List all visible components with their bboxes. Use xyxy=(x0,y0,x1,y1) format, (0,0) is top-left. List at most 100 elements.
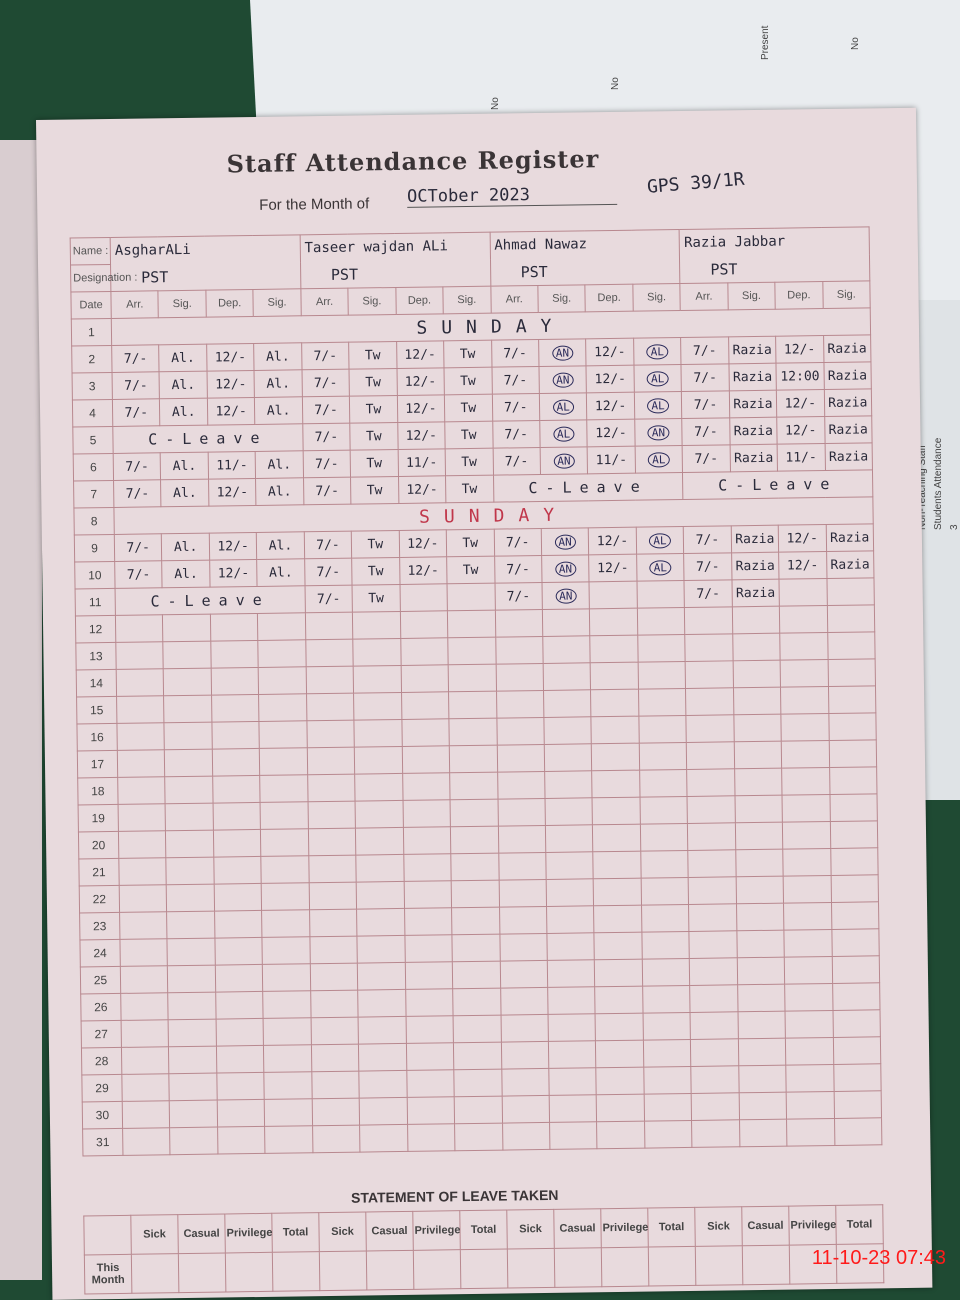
attendance-cell xyxy=(638,715,687,744)
attendance-cell xyxy=(780,659,829,688)
attendance-cell xyxy=(827,631,876,660)
statement-header-sick: Sick xyxy=(694,1206,743,1247)
attendance-cell xyxy=(358,1070,407,1099)
attendance-cell: C-Leave xyxy=(115,585,306,616)
attendance-cell: 7/- xyxy=(301,369,350,397)
attendance-cell xyxy=(263,1044,312,1073)
attendance-cell xyxy=(642,958,690,987)
attendance-entry: 7/- xyxy=(694,424,718,440)
attendance-cell xyxy=(399,583,448,612)
attendance-cell: C-Leave xyxy=(112,423,303,454)
attendance-entry: 12/- xyxy=(406,481,438,498)
statement-cell xyxy=(554,1247,602,1288)
attendance-cell xyxy=(596,1067,644,1095)
signature-initials: AL xyxy=(649,532,671,548)
statement-header-total: Total xyxy=(271,1212,320,1253)
attendance-entry: Al. xyxy=(266,348,290,365)
attendance-entry: 12/- xyxy=(404,346,436,363)
attendance-cell xyxy=(115,641,164,670)
column-header-sig: Sig. xyxy=(253,288,302,317)
attendance-cell xyxy=(353,665,402,694)
attendance-cell xyxy=(355,827,404,856)
attendance-cell: 12/- xyxy=(776,416,825,445)
attendance-cell xyxy=(691,1092,740,1121)
attendance-cell xyxy=(590,662,639,690)
attendance-cell xyxy=(831,928,880,957)
signature-initials: AL xyxy=(647,397,669,413)
attendance-cell: Al. xyxy=(160,452,209,480)
attendance-cell xyxy=(496,690,544,719)
attendance-entry: 7/- xyxy=(506,561,530,577)
attendance-cell xyxy=(687,795,736,824)
attendance-cell xyxy=(589,608,638,636)
attendance-cell xyxy=(120,965,169,994)
date-cell: 18 xyxy=(77,777,119,805)
attendance-cell xyxy=(544,743,593,772)
attendance-cell xyxy=(449,745,498,773)
attendance-cell: 12/- xyxy=(206,343,255,372)
attendance-cell xyxy=(311,1071,360,1099)
signature-initials: AN xyxy=(552,372,574,388)
attendance-cell xyxy=(164,722,213,750)
attendance-cell xyxy=(403,826,451,855)
background-sheet-label: Present xyxy=(760,25,771,60)
attendance-entry: 7/- xyxy=(506,588,531,604)
attendance-cell: 12/- xyxy=(209,532,257,561)
date-cell: 16 xyxy=(76,723,118,751)
signature-initials: AL xyxy=(552,399,574,415)
statement-header-casual: Casual xyxy=(741,1206,790,1246)
column-header-dep: Dep. xyxy=(585,284,634,312)
attendance-cell: 7/- xyxy=(680,336,729,365)
attendance-cell: 12/- xyxy=(586,365,635,393)
attendance-entry: 7/- xyxy=(695,559,720,575)
attendance-cell xyxy=(120,992,169,1021)
attendance-cell xyxy=(310,990,359,1018)
attendance-cell xyxy=(830,874,879,903)
attendance-cell xyxy=(643,1066,692,1095)
attendance-entry: Razia xyxy=(735,585,776,601)
statement-cell xyxy=(413,1249,461,1290)
attendance-entry: Al. xyxy=(171,377,196,393)
attendance-entry: Al. xyxy=(173,485,197,501)
attendance-cell xyxy=(357,962,406,991)
attendance-cell xyxy=(637,661,686,690)
attendance-cell xyxy=(454,1096,503,1124)
attendance-cell xyxy=(163,695,212,723)
attendance-cell: AN xyxy=(538,338,587,367)
attendance-cell: 12/- xyxy=(776,389,825,418)
attendance-cell xyxy=(212,775,261,804)
background-sheet-label: No xyxy=(850,37,861,50)
attendance-cell xyxy=(357,935,405,964)
signature-initials: AN xyxy=(551,345,574,361)
attendance-cell xyxy=(401,718,450,747)
attendance-entry: 12/- xyxy=(783,341,816,358)
attendance-cell: Al. xyxy=(159,371,208,399)
attendance-cell xyxy=(210,640,259,669)
statement-header-sick: Sick xyxy=(506,1209,555,1250)
attendance-cell xyxy=(452,961,501,989)
attendance-cell xyxy=(545,851,594,880)
attendance-cell: 7/- xyxy=(302,423,351,451)
attendance-cell xyxy=(736,930,785,958)
attendance-cell xyxy=(736,903,785,931)
attendance-cell xyxy=(590,635,638,663)
staff-designation: PST xyxy=(110,261,301,292)
attendance-cell: AL xyxy=(539,419,588,448)
attendance-cell xyxy=(738,1092,787,1120)
attendance-entry: 7/- xyxy=(126,539,151,556)
attendance-cell: Al. xyxy=(162,560,210,588)
statement-cell xyxy=(648,1246,696,1287)
attendance-cell xyxy=(261,909,310,938)
attendance-cell xyxy=(404,961,453,990)
attendance-cell xyxy=(690,1011,739,1040)
attendance-cell xyxy=(829,820,878,849)
attendance-cell: 7/- xyxy=(113,479,162,508)
column-header-dep: Dep. xyxy=(395,286,444,315)
attendance-cell: 7/- xyxy=(491,393,540,422)
attendance-cell: AN xyxy=(634,418,683,447)
attendance-cell: 12/- xyxy=(588,527,637,555)
attendance-cell xyxy=(591,743,640,771)
attendance-cell xyxy=(210,613,259,642)
attendance-entry: Tw xyxy=(462,562,479,578)
attendance-cell: Razia xyxy=(823,388,872,417)
